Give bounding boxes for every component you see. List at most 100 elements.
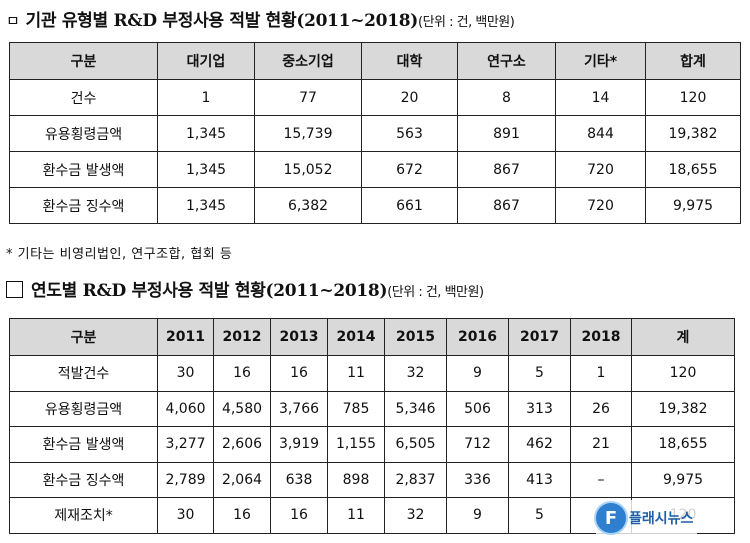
table-cell: 8 (457, 79, 556, 116)
table-cell: 867 (457, 151, 556, 188)
table-cell: 506 (446, 390, 509, 427)
table-cell: 32 (384, 355, 447, 392)
table-cell: 844 (555, 115, 646, 152)
column-header: 2015 (384, 318, 447, 356)
table-row: 환수금 징수액 2,789 2,064 638 898 2,837 336 413–9,975 (9, 461, 735, 498)
table-row: 유용횡령금액 1,345 15,739 563 891 844 19,382 (9, 115, 741, 152)
table-row: 환수금 발생액 3,277 2,606 3,919 1,155 6,505 712 462 21… (9, 426, 735, 463)
checkbox-square-icon (6, 281, 23, 298)
row-label: 환수금 발생액 (9, 426, 158, 463)
table-cell: 867 (457, 187, 556, 224)
table-row: 건수 1 77 20 8 14 120 (9, 79, 741, 116)
table-cell: 11 (327, 497, 385, 534)
column-header: 대기업 (157, 42, 255, 80)
table-cell: 9 (446, 497, 509, 534)
table-cell: 18,655 (645, 151, 741, 188)
table-row: 환수금 발생액 1,345 15,052 672 867 720 18,655 (9, 151, 741, 188)
table-cell: 3,277 (157, 426, 214, 463)
table-cell: 21 (570, 426, 632, 463)
table-cell: 3,766 (270, 390, 328, 427)
column-header: 기타* (555, 42, 646, 80)
table-cell: 336 (446, 461, 509, 498)
column-header: 구분 (9, 318, 158, 356)
section2-title: 연도별 R&D 부정사용 적발 현황(2011~2018) (31, 281, 388, 301)
table-cell: 2,606 (213, 426, 271, 463)
table-cell: 120 (631, 355, 735, 392)
table-cell: 6,382 (254, 187, 362, 224)
table-cell: 563 (361, 115, 458, 152)
row-label: 제재조치* (9, 497, 158, 534)
row-label: 유용횡령금액 (9, 115, 158, 152)
table-cell: 120 (645, 79, 741, 116)
table-cell: 16 (270, 497, 328, 534)
table-cell: 11 (327, 355, 385, 392)
table-cell: 6,505 (384, 426, 447, 463)
table-cell: 5 (508, 497, 571, 534)
table-cell: 19,382 (645, 115, 741, 152)
row-label: 환수금 징수액 (9, 461, 158, 498)
table-cell: 30 (157, 355, 214, 392)
header-row: 구분 대기업 중소기업 대학 연구소 기타* 합계 (9, 42, 741, 80)
table-cell: 898 (327, 461, 385, 498)
table-cell: 9,975 (645, 187, 741, 224)
column-header: 중소기업 (254, 42, 362, 80)
column-header: 2018 (570, 318, 632, 356)
table-cell: 1,155 (327, 426, 385, 463)
table-cell: 1,345 (157, 151, 255, 188)
row-label: 환수금 징수액 (9, 187, 158, 224)
table-row: 적발건수 30 16 16 11 32 9 5 1 120 (9, 355, 735, 392)
table-cell: 30 (157, 497, 214, 534)
column-header: 구분 (9, 42, 158, 80)
header-row: 구분 2011 2012 2013 2014 2015 2016 2017 2018 계 (9, 318, 735, 356)
table-cell: 413 (508, 461, 571, 498)
table-cell: 9,975 (631, 461, 735, 498)
table-cell: 20 (361, 79, 458, 116)
column-header: 합계 (645, 42, 741, 80)
column-header: 2012 (213, 318, 271, 356)
table-cell: 891 (457, 115, 556, 152)
table-cell: 3,919 (270, 426, 328, 463)
table-cell: 1,345 (157, 115, 255, 152)
section1-unit: (단위 : 건, 백만원) (418, 15, 515, 30)
table-cell: 77 (254, 79, 362, 116)
table-cell: 712 (446, 426, 509, 463)
yearly-table: 구분 2011 2012 2013 2014 2015 2016 2017 2018 계 적발건수 3… (9, 318, 735, 534)
row-label: 건수 (9, 79, 158, 116)
table-cell: 4,580 (213, 390, 271, 427)
section2-unit: (단위 : 건, 백만원) (387, 285, 484, 300)
footnote: * 기타는 비영리법인, 연구조합, 협회 등 (6, 247, 233, 262)
table-cell: 720 (555, 187, 646, 224)
table-cell: 32 (384, 497, 447, 534)
table-cell: 5,346 (384, 390, 447, 427)
table-cell: 785 (327, 390, 385, 427)
institution-type-table: 구분 대기업 중소기업 대학 연구소 기타* 합계 건수 1 77 20 8 14 120 유용횡령금액 1,… (9, 42, 741, 224)
column-header: 2016 (446, 318, 509, 356)
row-label: 유용횡령금액 (9, 390, 158, 427)
table-cell: 462 (508, 426, 571, 463)
table-cell: 26 (570, 390, 632, 427)
table-row: 유용횡령금액 4,060 4,580 3,766 785 5,346 506 313 26 19,… (9, 390, 735, 427)
table-cell: 638 (270, 461, 328, 498)
table-cell: 19,382 (631, 390, 735, 427)
table-cell: 18,655 (631, 426, 735, 463)
table-cell: 720 (555, 151, 646, 188)
table-cell: – (570, 461, 632, 498)
table-cell: 1,345 (157, 187, 255, 224)
table-cell: 1 (157, 79, 255, 116)
table-cell: 1 (570, 355, 632, 392)
table-cell: 672 (361, 151, 458, 188)
table-cell: 15,052 (254, 151, 362, 188)
row-label: 적발건수 (9, 355, 158, 392)
table-cell: 14 (555, 79, 646, 116)
column-header: 2011 (157, 318, 214, 356)
table-cell: 5 (508, 355, 571, 392)
column-header: 대학 (361, 42, 458, 80)
table-cell: 15,739 (254, 115, 362, 152)
section1-title: 기관 유형별 R&D 부정사용 적발 현황(2011~2018) (25, 11, 419, 31)
table-cell: 9 (446, 355, 509, 392)
table-cell: 2,789 (157, 461, 214, 498)
table-cell: 4,060 (157, 390, 214, 427)
table-cell: 16 (270, 355, 328, 392)
watermark-text: 플래시뉴스 (629, 511, 694, 527)
table-row: 환수금 징수액 1,345 6,382 661 867 720 9,975 (9, 187, 741, 224)
